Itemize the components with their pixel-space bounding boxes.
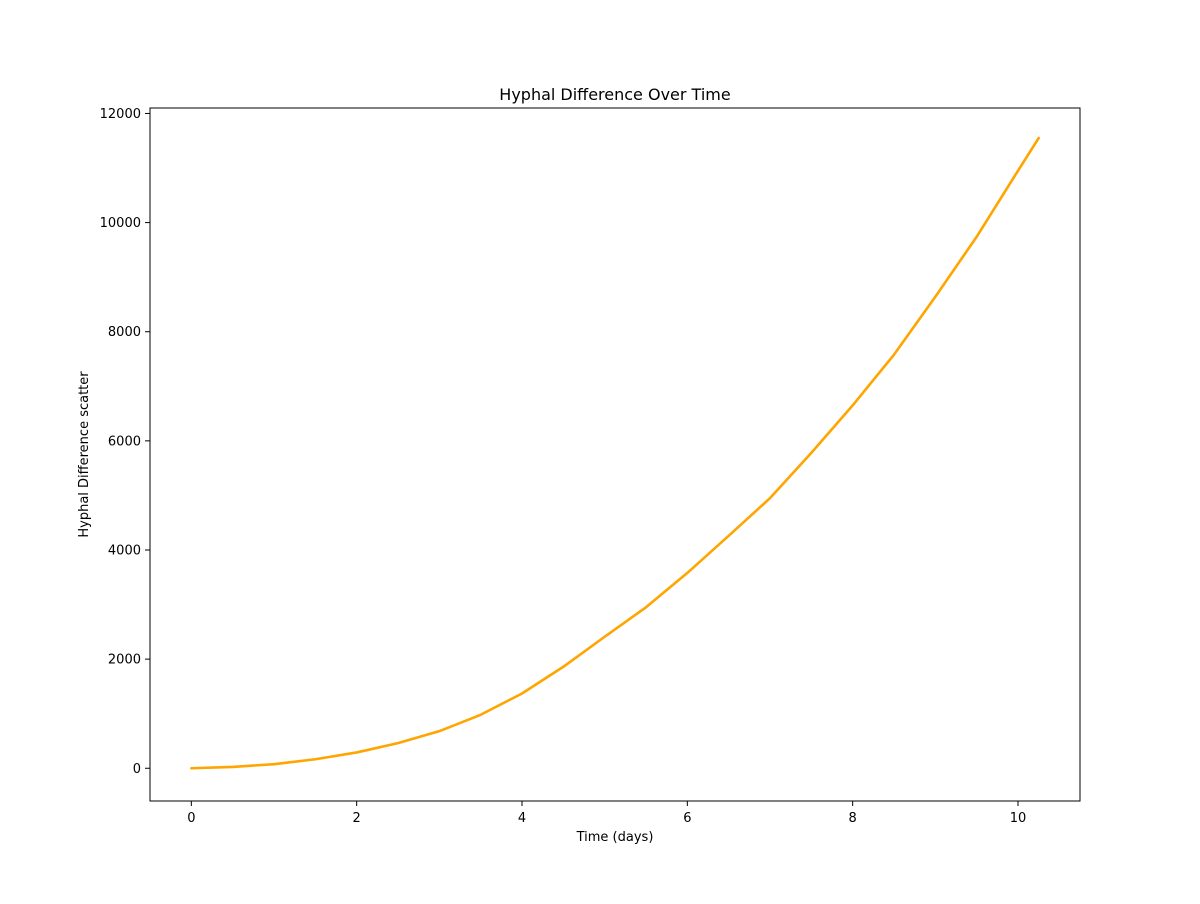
y-tick-label: 2000 — [108, 653, 141, 668]
y-axis-label: Hyphal Difference scatter — [77, 371, 92, 538]
chart-title: Hyphal Difference Over Time — [499, 85, 730, 104]
x-axis-label: Time (days) — [576, 830, 654, 845]
series-line — [190, 136, 1040, 770]
y-tick-label: 10000 — [100, 216, 141, 231]
y-tick-label: 12000 — [100, 107, 141, 122]
x-tick-label: 4 — [518, 811, 526, 826]
y-tick-label: 8000 — [108, 325, 141, 340]
x-tick-label: 8 — [849, 811, 857, 826]
x-tick-label: 6 — [683, 811, 691, 826]
y-tick-label: 6000 — [108, 434, 141, 449]
x-tick-label: 2 — [353, 811, 361, 826]
y-tick-label: 4000 — [108, 543, 141, 558]
series-group — [190, 136, 1040, 770]
y-tick-label: 0 — [133, 762, 141, 777]
x-axis-ticks: 0 2 4 6 8 10 — [187, 801, 1026, 826]
x-tick-label: 10 — [1010, 811, 1027, 826]
y-axis-ticks: 0 2000 4000 6000 8000 10000 12000 — [100, 107, 150, 777]
x-tick-label: 0 — [187, 811, 195, 826]
axes-frame — [149, 107, 1081, 802]
